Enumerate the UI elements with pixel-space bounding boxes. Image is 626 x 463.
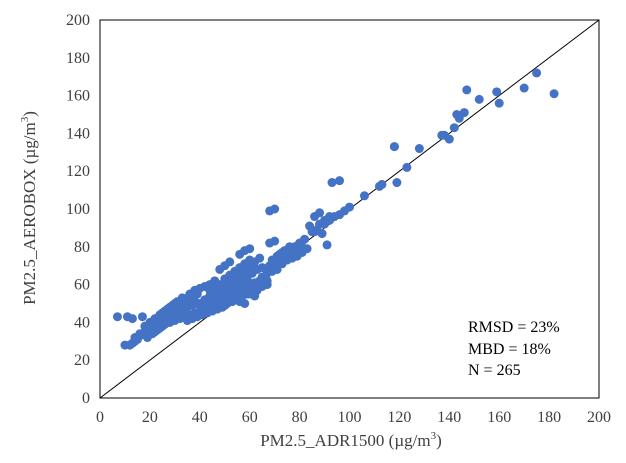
data-point (494, 98, 504, 108)
x-axis-title-superscript: 3 (431, 430, 437, 442)
data-point (359, 191, 369, 201)
data-point (265, 206, 275, 216)
data-point (270, 236, 280, 246)
y-axis-title-end: ) (20, 111, 39, 117)
y-tick-label: 180 (66, 50, 90, 67)
data-point (137, 312, 147, 322)
y-axis-tick-labels: 0 20 40 60 80 100 120 140 160 180 200 (66, 12, 90, 407)
data-point (177, 293, 187, 303)
x-tick-label: 140 (437, 409, 461, 426)
x-tick-label: 180 (537, 409, 561, 426)
annotation-rmsd: RMSD = 23% (468, 319, 560, 336)
data-point (327, 178, 337, 188)
data-point (175, 304, 185, 314)
y-tick-label: 0 (82, 390, 90, 407)
data-point (240, 299, 250, 308)
y-tick-label: 40 (74, 314, 90, 331)
data-point (474, 94, 484, 104)
data-point (402, 162, 412, 172)
data-point (392, 178, 402, 188)
y-tick-label: 120 (66, 163, 90, 180)
data-point (532, 68, 542, 78)
x-tick-label: 100 (338, 409, 362, 426)
data-point (297, 242, 307, 252)
data-point (414, 144, 424, 154)
x-axis-title: PM2.5_ADR1500 (µg/m3) (260, 430, 442, 450)
data-point (519, 83, 529, 93)
annotation-n: N = 265 (468, 362, 521, 379)
data-point (377, 179, 387, 189)
annotation-mbd: MBD = 18% (468, 341, 551, 358)
data-point (317, 229, 327, 239)
data-point (247, 266, 257, 276)
data-points (112, 68, 559, 350)
data-point (454, 113, 464, 123)
y-tick-label: 160 (66, 88, 90, 105)
data-point (325, 212, 335, 222)
x-tick-label: 60 (242, 409, 258, 426)
x-tick-label: 120 (387, 409, 411, 426)
data-point (245, 255, 255, 265)
data-point (492, 87, 502, 97)
x-tick-label: 40 (192, 409, 208, 426)
data-point (389, 142, 399, 152)
data-point (262, 280, 272, 290)
plot-frame (99, 19, 600, 399)
x-tick-label: 0 (96, 409, 104, 426)
y-tick-label: 200 (66, 12, 90, 29)
y-axis-title-main: PM2.5_AEROBOX (µg/m (20, 122, 39, 305)
plot-area (99, 19, 600, 399)
x-axis-tick-labels: 0 20 40 60 80 100 120 140 160 180 200 (96, 409, 611, 426)
data-point (120, 340, 130, 350)
y-tick-label: 60 (74, 277, 90, 294)
data-point (449, 123, 459, 133)
x-tick-label: 200 (587, 409, 611, 426)
data-point (225, 257, 235, 267)
data-point (255, 253, 265, 263)
data-point (127, 314, 137, 324)
y-tick-label: 140 (66, 125, 90, 142)
data-point (112, 312, 122, 322)
x-axis-title-main: PM2.5_ADR1500 (µg/m (260, 431, 430, 450)
data-point (245, 244, 255, 254)
data-point (335, 176, 345, 186)
y-axis-title: PM2.5_AEROBOX (µg/m3) (19, 111, 39, 305)
x-tick-label: 160 (487, 409, 511, 426)
y-tick-label: 80 (74, 239, 90, 256)
x-tick-label: 80 (292, 409, 308, 426)
data-point (315, 208, 325, 218)
y-tick-label: 20 (74, 352, 90, 369)
data-point (549, 89, 559, 99)
data-point (345, 202, 354, 212)
data-point (135, 329, 145, 339)
data-point (462, 85, 472, 95)
data-point (444, 134, 454, 144)
data-point (322, 240, 332, 250)
y-axis-title-superscript: 3 (19, 116, 31, 122)
data-point (437, 130, 447, 140)
x-axis-title-end: ) (436, 431, 442, 450)
y-tick-label: 100 (66, 201, 90, 218)
data-point (310, 227, 320, 237)
x-tick-label: 20 (142, 409, 158, 426)
